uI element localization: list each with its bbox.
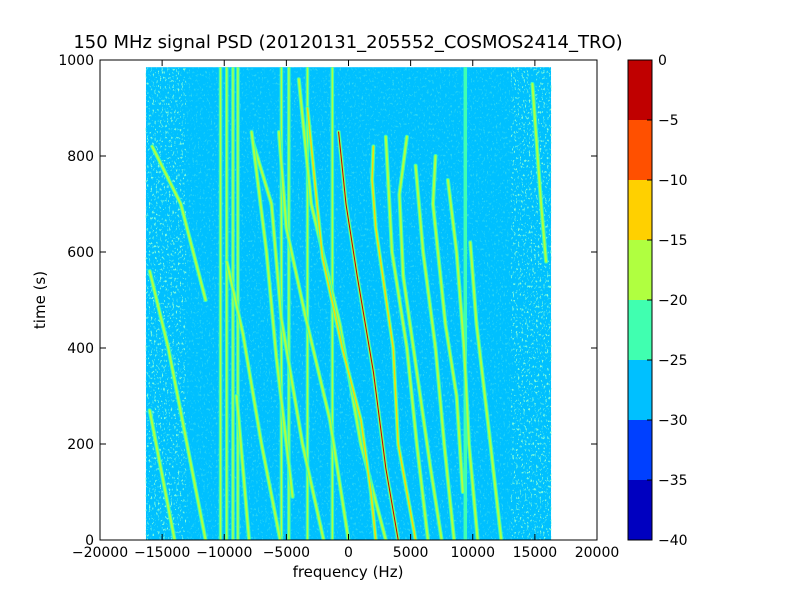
plot-frame (99, 59, 598, 541)
drifting-trace (398, 135, 443, 540)
x-tick-label: 10000 (450, 545, 495, 561)
colorbar-band (628, 360, 652, 420)
y-tick-label: 200 (67, 437, 94, 453)
colorbar-tick-label: −20 (658, 293, 688, 309)
x-tick-label: −10000 (196, 545, 252, 561)
heatmap-layer (145, 67, 552, 540)
colorbar-ticks: −40 −35 −30 −25 −20 −15 −10 −5 0 (647, 53, 688, 549)
x-tick-label: 15000 (513, 545, 558, 561)
colorbar-band (628, 120, 652, 180)
drifting-trace (148, 270, 207, 540)
drifting-trace (151, 145, 207, 301)
colorbar-tick-label: −35 (658, 473, 688, 489)
drifting-trace (148, 409, 176, 540)
drifting-trace-core (371, 145, 417, 540)
colorbar-tick-label: −15 (658, 233, 688, 249)
plot-area (99, 59, 598, 541)
colorbar-bands (628, 60, 652, 540)
chart-title: 150 MHz signal PSD (20120131_205552_COSM… (73, 32, 622, 53)
drifting-trace (414, 164, 456, 540)
x-tick-label: 5000 (393, 545, 429, 561)
drifting-trace (235, 395, 251, 540)
drifting-trace (469, 241, 503, 540)
y-tick-labels: 0 200 400 600 800 1000 (58, 53, 94, 549)
x-tick-label: −15000 (134, 545, 190, 561)
drifting-trace (531, 83, 548, 263)
x-tick-label: 0 (344, 545, 353, 561)
y-tick-label: 800 (67, 149, 94, 165)
colorbar-band (628, 180, 652, 240)
colorbar-band (628, 60, 652, 120)
colorbar-tick-label: −40 (658, 533, 688, 549)
drifting-trace (225, 260, 282, 540)
y-tick-label: 0 (85, 533, 94, 549)
drifting-trace (250, 131, 294, 498)
drifting-trace-core (307, 107, 377, 540)
colorbar-band (628, 420, 652, 480)
y-tick-label: 600 (67, 245, 94, 261)
colorbar-tick-label: −10 (658, 173, 688, 189)
drifting-trace (446, 179, 479, 540)
x-tick-label: −5000 (263, 545, 310, 561)
x-tick-labels: −20000 −15000 −10000 −5000 0 5000 10000 15000 20… (72, 545, 619, 561)
colorbar-band (628, 480, 652, 540)
y-tick-label: 1000 (58, 53, 94, 69)
drifting-trace-core (338, 131, 399, 540)
colorbar-tick-label: −30 (658, 413, 688, 429)
colorbar-band (628, 240, 652, 300)
drifting-trace-core (432, 155, 464, 493)
drifting-trace (251, 140, 325, 540)
x-tick-label: −20000 (72, 545, 128, 561)
colorbar: −40 −35 −30 −25 −20 −15 −10 −5 0 (627, 53, 688, 549)
colorbar-tick-label: −25 (658, 353, 688, 369)
drifting-trace-core (385, 136, 429, 540)
y-axis-label: time (s) (31, 271, 49, 329)
y-tick-label: 400 (67, 341, 94, 357)
x-axis-label: frequency (Hz) (293, 563, 404, 581)
x-tick-label: 20000 (575, 545, 620, 561)
colorbar-tick-label: −5 (658, 113, 679, 129)
heatmap-speckle (145, 67, 552, 540)
colorbar-tick-label: 0 (658, 53, 667, 69)
drifting-trace (277, 131, 350, 540)
colorbar-band (628, 300, 652, 360)
